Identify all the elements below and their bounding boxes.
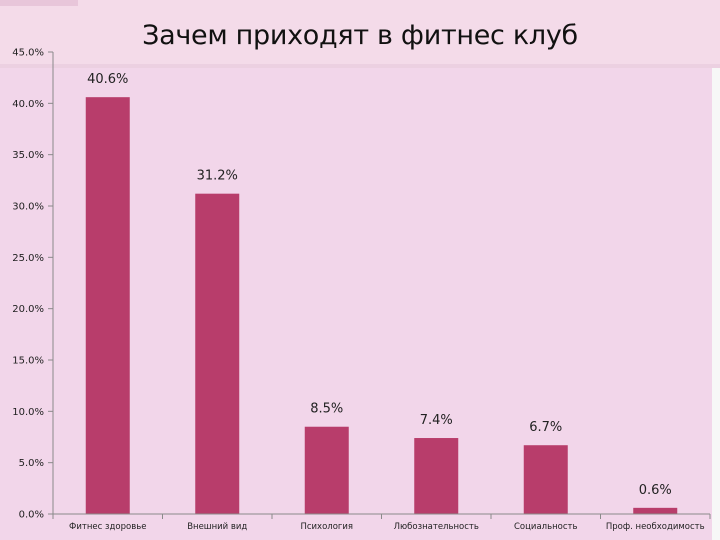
bar: [304, 426, 349, 514]
title-band-edge: [0, 64, 720, 68]
y-tick-label: 5.0%: [19, 458, 44, 469]
data-label: 7.4%: [420, 413, 453, 428]
bar: [633, 507, 678, 514]
data-labels: 40.6% 31.2% 8.5% 7.4% 6.7% 0.6%: [87, 72, 672, 498]
data-label: 0.6%: [639, 483, 672, 498]
data-label: 8.5%: [310, 402, 343, 417]
bar: [195, 193, 240, 514]
x-tick-label: Проф. необходимость: [606, 522, 705, 532]
title-band: [0, 0, 720, 66]
x-tick-label: Любознательность: [394, 522, 479, 532]
y-tick-label: 0.0%: [19, 510, 44, 521]
y-tick-label: 35.0%: [12, 150, 44, 161]
x-tick-label: Психология: [300, 522, 353, 532]
data-label: 40.6%: [87, 72, 128, 87]
data-label: 31.2%: [197, 169, 238, 184]
y-axis: 0.0% 5.0% 10.0% 15.0% 20.0% 25.0% 30.0% 35.0% 40…: [12, 48, 54, 521]
top-left-strip: [0, 0, 78, 6]
x-tick-label: Фитнес здоровье: [69, 522, 146, 532]
bars: [85, 97, 678, 514]
data-label: 6.7%: [529, 420, 562, 435]
x-axis: Фитнес здоровье Внешний вид Психология Любо…: [52, 513, 711, 532]
y-tick-label: 25.0%: [12, 253, 44, 264]
bar: [523, 445, 568, 514]
x-tick-label: Социальность: [514, 522, 578, 532]
chart-title: Зачем приходят в фитнес клуб: [142, 20, 578, 51]
y-tick-label: 15.0%: [12, 356, 44, 367]
y-tick-label: 40.0%: [12, 99, 44, 110]
y-tick-label: 10.0%: [12, 407, 44, 418]
bar: [414, 438, 459, 514]
x-tick-label: Внешний вид: [187, 522, 247, 532]
y-tick-label: 30.0%: [12, 202, 44, 213]
bar: [85, 97, 130, 514]
y-tick-label: 45.0%: [12, 48, 44, 59]
right-edge-bar: [712, 68, 720, 540]
y-tick-label: 20.0%: [12, 304, 44, 315]
